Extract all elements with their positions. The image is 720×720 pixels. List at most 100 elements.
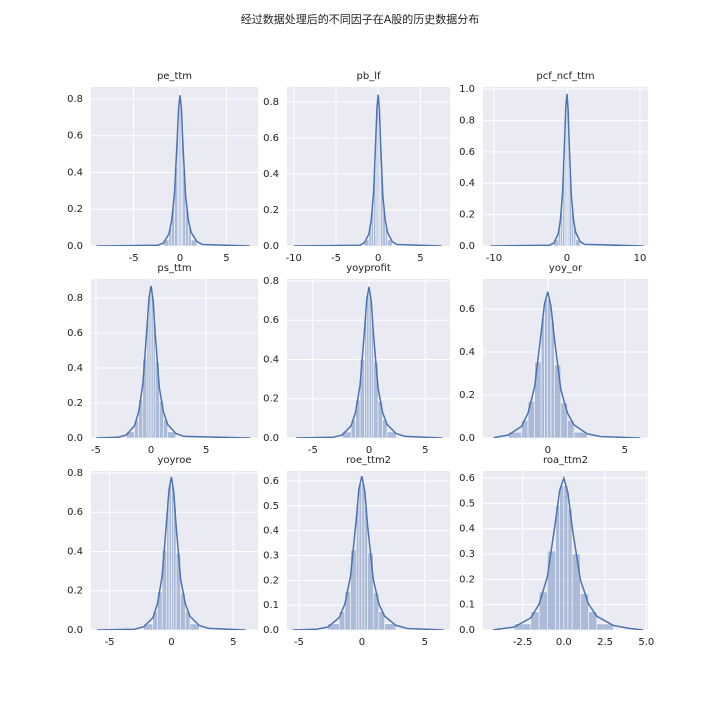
histogram-bar: [554, 364, 562, 438]
subplot: 0.0 0.2 0.4 0.6 0.8 -10 -5 0 5 pb_lf: [263, 71, 450, 264]
y-tick-label: 0.4: [263, 169, 279, 180]
y-tick-label: 0.6: [459, 304, 475, 315]
x-tick-label: 5: [417, 253, 423, 264]
subplot-title: pe_ttm: [157, 71, 192, 82]
histogram-bar: [588, 611, 598, 630]
y-tick-label: 0.0: [67, 433, 83, 444]
plot-content: [493, 291, 641, 438]
x-tick-label: 5: [422, 637, 428, 648]
x-tick-label: 0: [375, 253, 381, 264]
histogram-bar: [571, 553, 581, 630]
x-tick-label: 5: [622, 445, 628, 456]
y-tick-label: 0.5: [459, 498, 475, 509]
x-tick-label: 2.5: [597, 637, 613, 648]
y-tick-label: 0.5: [263, 501, 279, 512]
plot-content: [292, 475, 444, 630]
y-tick-label: 0.8: [263, 276, 279, 287]
histogram-bar: [368, 294, 372, 438]
x-tick-label: 5: [230, 637, 236, 648]
y-tick-label: 0.6: [459, 147, 475, 158]
histogram-bar: [189, 623, 200, 630]
y-tick-label: 0.8: [459, 115, 475, 126]
histogram-bar: [555, 505, 560, 630]
y-tick-label: 0.2: [263, 575, 279, 586]
subplot-title: roe_ttm2: [346, 455, 391, 466]
y-tick-label: 0.0: [67, 625, 83, 636]
plot-area: [287, 279, 450, 438]
y-tick-label: 0.0: [263, 433, 279, 444]
histogram-bar: [171, 484, 175, 630]
histogram-bar: [150, 293, 154, 438]
y-tick-label: 0.6: [459, 473, 475, 484]
histogram-bar: [366, 294, 370, 438]
plot-content: [97, 476, 246, 630]
x-tick-label: -5: [294, 637, 304, 648]
y-tick-label: 0.4: [459, 178, 475, 189]
histogram-bar: [384, 623, 397, 630]
y-tick-label: 1.0: [459, 84, 475, 95]
histogram-bar: [544, 298, 549, 438]
x-tick-label: -5: [105, 637, 115, 648]
plot-content: [490, 93, 644, 246]
subplot: 0.0 0.2 0.4 0.6 0.8 1.0 -10 0 10 pcf_ncf_ttm: [459, 71, 648, 264]
x-tick-label: -10: [486, 253, 502, 264]
histogram-bar: [361, 483, 366, 630]
density-line: [293, 94, 442, 246]
y-tick-label: 0.3: [459, 549, 475, 560]
density-line: [292, 475, 444, 630]
y-tick-label: 0.2: [67, 204, 83, 215]
y-tick-label: 0.6: [263, 476, 279, 487]
density-line: [492, 475, 644, 630]
y-tick-label: 0.0: [459, 433, 475, 444]
x-tick-label: 5: [223, 253, 229, 264]
plot-content: [295, 286, 443, 438]
histogram-bar: [563, 485, 569, 630]
y-tick-label: 0.8: [263, 97, 279, 108]
histogram-bar: [355, 503, 360, 630]
y-tick-label: 0.4: [459, 347, 475, 358]
y-tick-label: 0.2: [67, 398, 83, 409]
x-tick-label: 0: [564, 253, 570, 264]
density-line: [95, 285, 251, 438]
x-tick-label: -5: [91, 445, 101, 456]
histogram-bar: [575, 239, 581, 246]
plot-content: [293, 94, 442, 246]
y-tick-label: 0.8: [67, 293, 83, 304]
subplot-title: yoy_or: [549, 263, 583, 274]
subplot-title: yoyprofit: [346, 263, 391, 274]
y-tick-label: 0.4: [67, 167, 83, 178]
y-tick-label: 0.6: [67, 507, 83, 518]
y-tick-label: 0.6: [263, 315, 279, 326]
y-tick-label: 0.4: [263, 354, 279, 365]
figure-title: 经过数据处理后的不同因子在A股的历史数据分布: [241, 12, 480, 26]
density-line: [493, 291, 641, 438]
histogram-bar: [387, 239, 393, 246]
density-line: [97, 476, 246, 630]
y-tick-label: 0.0: [263, 625, 279, 636]
histogram-bar: [190, 239, 198, 246]
histogram-bar: [540, 317, 545, 438]
y-tick-label: 0.2: [459, 390, 475, 401]
plot-content: [96, 95, 250, 246]
y-tick-label: 0.6: [263, 133, 279, 144]
subplot-title: roa_ttm2: [543, 455, 588, 466]
y-tick-label: 0.4: [67, 546, 83, 557]
plot-content: [95, 285, 251, 438]
subplot-title: yoyroe: [157, 455, 191, 466]
y-tick-label: 0.4: [459, 524, 475, 535]
plot-area: [483, 471, 648, 630]
x-tick-label: 0: [545, 445, 551, 456]
x-tick-label: -5: [331, 253, 341, 264]
y-tick-label: 0.0: [459, 625, 475, 636]
histogram-bar: [596, 623, 614, 630]
x-tick-label: 0: [177, 253, 183, 264]
x-tick-label: -10: [286, 253, 302, 264]
x-tick-label: 0: [366, 445, 372, 456]
subplot: 0.0 0.2 0.4 0.6 0.8 -5 0 5 ps_ttm: [67, 263, 258, 456]
histogram-bar: [168, 484, 172, 630]
density-line: [96, 95, 250, 246]
subplot: 0.0 0.1 0.2 0.3 0.4 0.5 0.6 -5 0 5 roe_ttm2: [263, 455, 450, 648]
histogram-bar: [386, 431, 397, 438]
density-line: [490, 93, 644, 246]
y-tick-label: 0.1: [459, 600, 475, 611]
